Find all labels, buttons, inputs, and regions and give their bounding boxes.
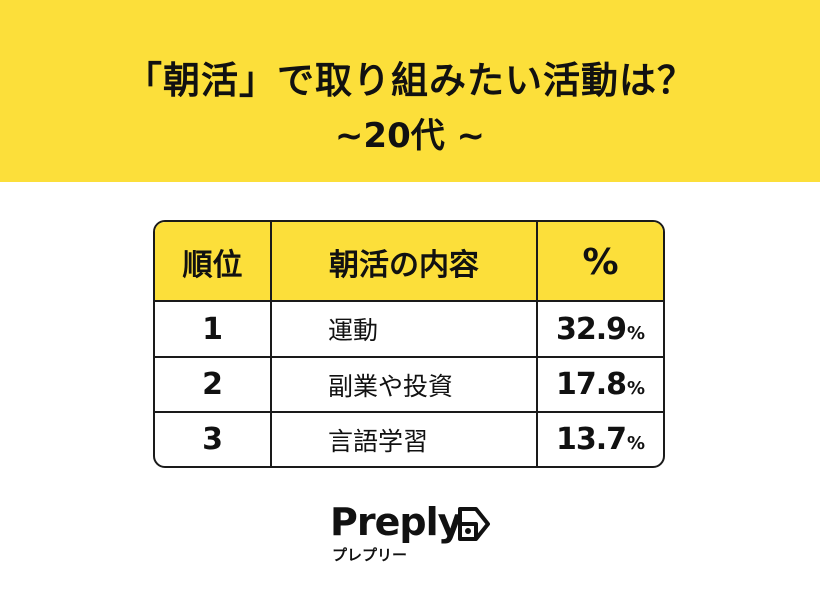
rank-cell: 3: [202, 422, 223, 457]
ranking-table: 順位 朝活の内容 % 1 運動 32.9% 2 副業や投資 17.8% 3 言語…: [153, 220, 665, 468]
percent-unit: %: [626, 433, 646, 454]
percent-cell: 32.9%: [538, 302, 663, 356]
row-divider: [155, 356, 663, 358]
column-divider: [270, 222, 272, 466]
activity-cell: 言語学習: [328, 426, 429, 456]
chart-subtitle: ~20代 ~: [334, 116, 486, 156]
percent-value: 13.7: [555, 422, 627, 457]
column-divider: [536, 222, 538, 466]
table-header: [155, 222, 663, 302]
header-rank: 順位: [182, 248, 243, 283]
rank-cell: 1: [202, 311, 223, 347]
percent-unit: %: [626, 322, 646, 344]
preply-arrow-icon: [458, 507, 490, 541]
header-activity: 朝活の内容: [329, 248, 479, 283]
logo-wordmark: Preply: [330, 500, 462, 544]
percent-value: 32.9: [555, 311, 627, 347]
title-banner: [0, 0, 820, 182]
logo-kana: プレプリー: [332, 546, 408, 564]
row-divider: [155, 411, 663, 413]
percent-value: 17.8: [555, 367, 627, 402]
percent-cell: 13.7%: [538, 413, 663, 466]
rank-cell: 2: [202, 367, 223, 402]
preply-logo: Preply プレプリー: [330, 500, 500, 570]
percent-unit: %: [626, 378, 646, 399]
chart-title: 「朝活」で取り組みたい活動は？: [125, 59, 695, 102]
activity-cell: 運動: [328, 316, 379, 345]
header-percent: %: [582, 241, 619, 283]
activity-cell: 副業や投資: [328, 371, 454, 401]
percent-cell: 17.8%: [538, 358, 663, 411]
